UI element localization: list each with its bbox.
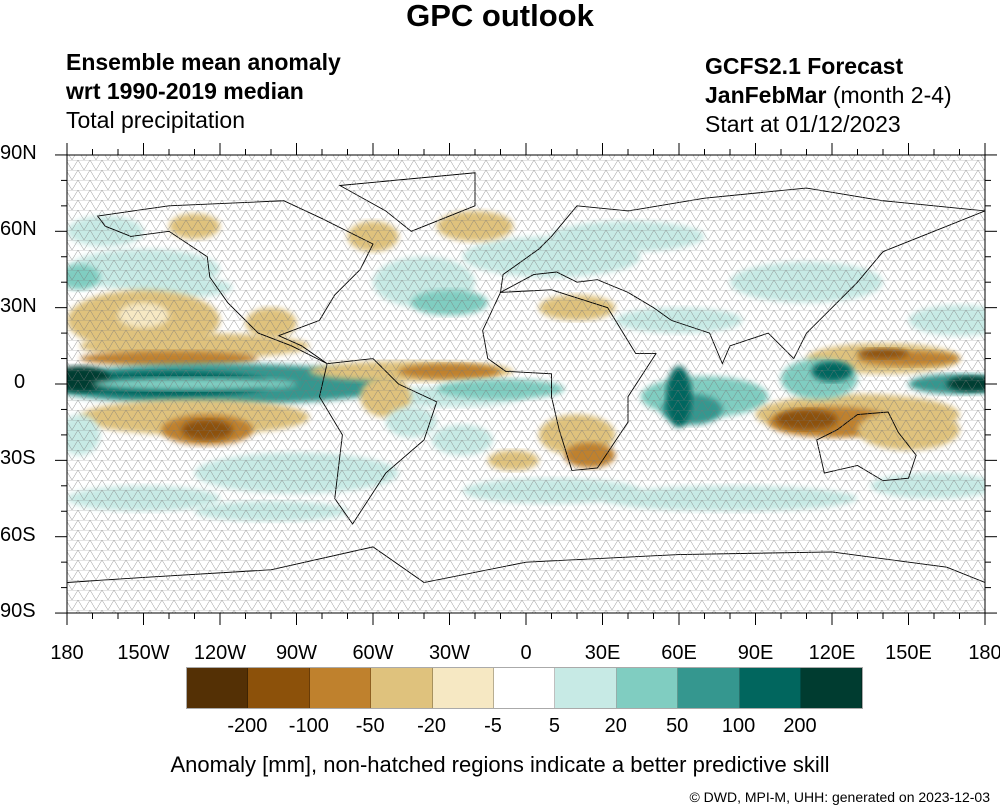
axis-ticks [55,143,997,625]
lon-label: 150E [885,642,932,664]
colorbar-label: 50 [666,715,689,737]
colorbar-label: -50 [355,715,385,737]
lat-label: 90N [0,141,37,164]
colorbar-bin [371,668,433,708]
lat-label: 0 [14,371,26,393]
colorbar-bin [555,668,617,708]
colorbar-label: -20 [417,715,447,737]
lat-label: 60S [0,523,36,546]
colorbar-bin [432,668,494,708]
header-season: JanFebMar [705,82,827,108]
colorbar-bin [678,668,740,708]
lon-label: 30W [428,642,471,664]
lon-label: 150W [117,642,170,664]
precipitation-anomaly-map [55,143,997,625]
colorbar-bin [248,668,310,708]
lon-label: 30E [584,642,621,664]
lon-label: 120W [193,642,247,664]
header-model: GCFS2.1 Forecast [705,53,904,79]
colorbar-label: -5 [484,715,502,737]
skill-hatching [67,155,985,613]
header-right: GCFS2.1 Forecast JanFebMar (month 2-4) S… [705,52,952,139]
lon-label: 90E [737,642,774,664]
colorbar-bin [739,668,801,708]
colorbar-caption: Anomaly [mm], non-hatched regions indica… [170,752,830,777]
header-reference: wrt 1990-2019 median [66,78,304,104]
footer-credit: © DWD, MPI-M, UHH: generated on 2023-12-… [689,789,990,805]
lon-label: 180 [50,642,84,664]
figure-title: GPC outlook [406,0,594,33]
colorbar-bin [616,668,679,708]
lon-label: 120E [808,642,856,664]
lon-label: 60E [661,642,697,664]
header-variable: Total precipitation [66,107,245,133]
colorbar-label: 100 [721,715,756,737]
lat-label: 60N [0,218,37,241]
header-ensemble: Ensemble mean anomaly [66,49,341,75]
lon-label: 180 [968,642,1000,664]
colorbar-bin [187,668,249,708]
lat-label: 30N [0,294,37,317]
lat-label: 90S [0,600,36,623]
colorbar-bin [800,668,863,708]
header-left: Ensemble mean anomaly wrt 1990-2019 medi… [66,48,341,135]
colorbar-bin [493,668,556,708]
lat-label: 30S [0,447,36,470]
colorbar [186,667,864,709]
colorbar-label: 5 [548,715,560,737]
colorbar-label: -100 [288,715,329,737]
lon-label: 60W [352,642,394,664]
lon-label: 90W [275,642,318,664]
header-start-date: Start at 01/12/2023 [705,111,901,137]
colorbar-label: -200 [227,715,268,737]
colorbar-label: 20 [604,715,627,737]
lon-label: 0 [520,642,532,664]
colorbar-label: 200 [783,715,817,737]
colorbar-bin [309,668,372,708]
header-season-note: (month 2-4) [826,82,952,108]
